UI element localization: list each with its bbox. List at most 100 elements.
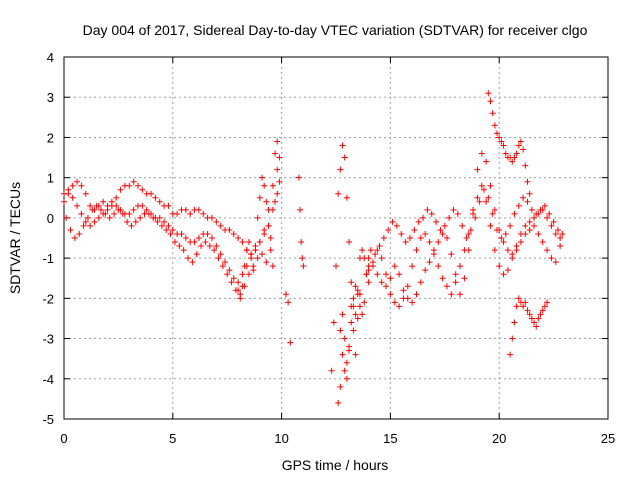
data-point xyxy=(511,319,518,326)
data-point xyxy=(241,263,248,270)
y-axis-label: SDTVAR / TECUs xyxy=(7,182,23,294)
data-point xyxy=(446,214,453,221)
data-point xyxy=(517,230,524,237)
y-tick-label: 1 xyxy=(47,171,54,186)
data-point xyxy=(267,235,274,241)
data-point xyxy=(504,247,511,254)
data-point xyxy=(483,158,490,165)
data-point xyxy=(95,214,102,221)
data-point xyxy=(180,247,187,254)
data-point xyxy=(213,218,220,225)
data-point xyxy=(387,291,394,298)
data-point xyxy=(413,247,420,254)
data-point xyxy=(459,222,466,229)
data-point xyxy=(546,210,553,217)
data-point xyxy=(269,182,276,189)
data-point xyxy=(245,271,252,278)
data-point xyxy=(498,235,505,241)
data-point xyxy=(365,255,372,262)
data-point xyxy=(269,206,276,213)
data-point xyxy=(82,190,89,197)
data-point xyxy=(300,263,307,270)
data-point xyxy=(200,210,207,217)
data-point xyxy=(409,299,416,306)
data-point xyxy=(276,154,283,161)
data-point xyxy=(352,351,359,358)
data-point xyxy=(274,190,281,197)
data-point xyxy=(496,134,503,141)
data-point xyxy=(387,275,394,282)
data-point xyxy=(156,198,163,205)
data-point xyxy=(487,222,494,229)
data-point xyxy=(494,130,501,137)
data-point xyxy=(396,303,403,310)
data-point xyxy=(500,239,507,246)
data-point xyxy=(274,166,281,173)
data-point xyxy=(365,279,372,286)
data-point xyxy=(202,239,209,246)
data-point xyxy=(254,255,261,262)
data-point xyxy=(531,319,538,326)
data-point xyxy=(106,214,113,221)
data-point xyxy=(76,230,83,237)
data-point xyxy=(437,226,444,233)
data-point xyxy=(557,243,564,250)
data-point xyxy=(274,138,281,145)
data-point xyxy=(111,210,118,217)
data-point xyxy=(393,222,400,229)
data-point xyxy=(463,235,470,241)
data-point xyxy=(65,190,72,197)
data-point xyxy=(341,154,348,161)
data-point xyxy=(374,271,381,278)
data-point xyxy=(420,214,427,221)
data-point xyxy=(513,150,520,157)
data-point xyxy=(526,218,533,225)
data-point xyxy=(550,218,557,225)
data-point xyxy=(71,235,78,241)
data-point xyxy=(265,222,272,229)
data-point xyxy=(557,235,564,241)
x-tick-label: 25 xyxy=(601,431,615,446)
data-point xyxy=(485,194,492,201)
data-point xyxy=(341,335,348,342)
data-point xyxy=(443,283,450,290)
data-point xyxy=(500,271,507,278)
data-point xyxy=(417,279,424,286)
data-point xyxy=(541,202,548,209)
data-point xyxy=(69,182,76,189)
data-point xyxy=(158,222,165,229)
data-point xyxy=(154,218,161,225)
data-point xyxy=(474,194,481,201)
data-point xyxy=(470,210,477,217)
data-point xyxy=(537,206,544,213)
data-point xyxy=(515,142,522,149)
data-point xyxy=(398,230,405,237)
data-point xyxy=(341,367,348,374)
data-point xyxy=(117,186,124,193)
data-point xyxy=(161,218,168,225)
data-point xyxy=(352,283,359,290)
axis-ticks: 0 5 10 15 20 25 -5 -4 -3 -2 -1 0 1 2 3 4 xyxy=(42,50,615,446)
data-point xyxy=(104,202,111,209)
data-point xyxy=(256,194,263,201)
data-point xyxy=(439,275,446,282)
data-point xyxy=(346,239,353,246)
data-point xyxy=(211,247,218,254)
data-point xyxy=(448,251,455,258)
data-point xyxy=(517,239,524,246)
data-point xyxy=(544,299,551,306)
x-tick-label: 5 xyxy=(169,431,176,446)
data-point xyxy=(422,267,429,274)
data-point xyxy=(528,206,535,213)
data-point xyxy=(230,230,237,237)
data-point xyxy=(346,343,353,350)
data-point xyxy=(356,303,363,310)
data-point xyxy=(452,271,459,278)
data-point xyxy=(480,186,487,193)
data-point xyxy=(365,267,372,274)
data-point xyxy=(378,279,385,286)
data-point xyxy=(87,202,94,209)
data-point xyxy=(522,222,529,229)
data-point xyxy=(235,235,242,241)
data-point xyxy=(430,251,437,258)
